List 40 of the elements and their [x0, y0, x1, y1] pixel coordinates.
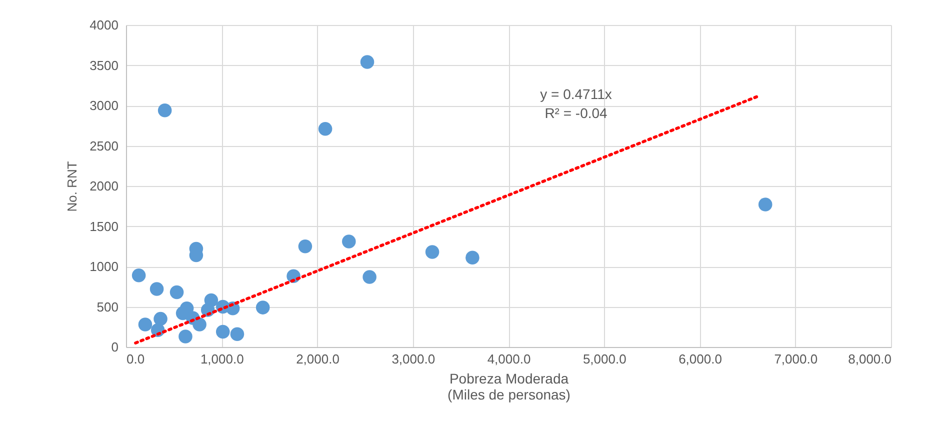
x-tick-label: 1,000.0 [200, 352, 244, 366]
x-axis-title: Pobreza Moderada (Miles de personas) [448, 370, 570, 402]
y-tick-label: 1500 [90, 218, 118, 234]
point [360, 55, 374, 69]
y-tick-label: 1000 [90, 259, 118, 274]
point [466, 250, 480, 265]
point [298, 239, 312, 254]
annotation: y = 0.4711x [540, 86, 612, 102]
y-tick-label: 2500 [90, 138, 118, 154]
point [362, 270, 376, 284]
x-tick-label: 2,000.0 [296, 352, 340, 366]
annotation: R² = -0.04 [544, 105, 608, 121]
point [758, 198, 772, 212]
point [170, 285, 184, 300]
y-tick-label: 3000 [90, 98, 118, 113]
y-tick-label: 3500 [90, 58, 118, 73]
point [150, 282, 164, 296]
y-tick-label: 0 [111, 340, 118, 354]
point [342, 234, 356, 248]
point [178, 330, 192, 344]
point [132, 268, 146, 282]
point [230, 327, 244, 341]
point [138, 318, 152, 332]
x-tick-label: 5,000.0 [582, 352, 626, 366]
x-tick-label: 4,000.0 [487, 352, 531, 366]
point [216, 324, 230, 339]
point [318, 122, 332, 136]
x-tick-label: 7,000.0 [774, 352, 818, 366]
y-tick-label: 4000 [90, 18, 118, 32]
y-tick-label: 2000 [90, 178, 118, 194]
point [256, 300, 270, 314]
x-tick-label: 0.0 [126, 352, 145, 366]
y-tick-label: 500 [96, 299, 118, 314]
point [154, 312, 168, 326]
x-tick-label: 3,000.0 [392, 352, 436, 366]
point [158, 103, 172, 118]
y-axis-title: No. RNT [64, 161, 80, 212]
point [425, 245, 440, 259]
x-tick-label: 8,000.0 [848, 352, 892, 366]
x-tick-label: 6,000.0 [678, 352, 722, 366]
